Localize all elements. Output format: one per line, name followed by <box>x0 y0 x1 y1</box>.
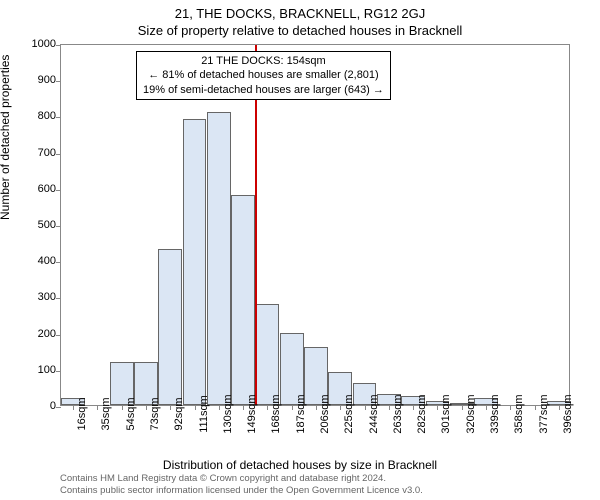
x-tick-label: 244sqm <box>368 394 380 433</box>
x-tick-label: 73sqm <box>149 397 161 430</box>
y-tick-label: 900 <box>16 74 56 86</box>
x-tick-label: 168sqm <box>270 394 282 433</box>
x-tick-label: 396sqm <box>562 394 574 433</box>
y-tick <box>56 45 61 46</box>
x-tick <box>510 405 511 410</box>
x-tick <box>340 405 341 410</box>
x-tick <box>195 405 196 410</box>
y-tick <box>56 298 61 299</box>
x-tick <box>413 405 414 410</box>
annotation-box: 21 THE DOCKS: 154sqm← 81% of detached ho… <box>136 51 391 100</box>
y-tick <box>56 226 61 227</box>
chart-subtitle: Size of property relative to detached ho… <box>0 21 600 38</box>
histogram-bar <box>183 119 207 405</box>
x-tick <box>97 405 98 410</box>
y-tick <box>56 117 61 118</box>
x-tick-label: 92sqm <box>173 397 185 430</box>
x-tick-label: 35sqm <box>100 397 112 430</box>
x-tick-label: 149sqm <box>246 394 258 433</box>
footer-attribution: Contains HM Land Registry data © Crown c… <box>60 473 423 496</box>
x-tick <box>170 405 171 410</box>
y-tick-label: 700 <box>16 147 56 159</box>
x-tick-label: 225sqm <box>343 394 355 433</box>
x-tick-label: 358sqm <box>513 394 525 433</box>
histogram-bar <box>231 195 255 405</box>
y-tick-label: 1000 <box>16 38 56 50</box>
y-tick-label: 600 <box>16 183 56 195</box>
x-tick <box>437 405 438 410</box>
x-tick <box>559 405 560 410</box>
x-tick <box>462 405 463 410</box>
page-title: 21, THE DOCKS, BRACKNELL, RG12 2GJ <box>0 0 600 21</box>
y-tick-label: 500 <box>16 219 56 231</box>
x-tick <box>535 405 536 410</box>
x-tick <box>243 405 244 410</box>
x-tick <box>267 405 268 410</box>
annotation-line-2: ← 81% of detached houses are smaller (2,… <box>143 68 384 82</box>
x-tick-label: 339sqm <box>489 394 501 433</box>
footer-line-1: Contains HM Land Registry data © Crown c… <box>60 473 423 484</box>
x-tick <box>122 405 123 410</box>
y-tick <box>56 81 61 82</box>
y-tick-label: 400 <box>16 255 56 267</box>
x-tick-label: 377sqm <box>538 394 550 433</box>
histogram-chart: 21 THE DOCKS: 154sqm← 81% of detached ho… <box>60 44 570 406</box>
y-tick <box>56 262 61 263</box>
y-tick <box>56 407 61 408</box>
y-tick <box>56 335 61 336</box>
footer-line-2: Contains public sector information licen… <box>60 485 423 496</box>
annotation-line-3: 19% of semi-detached houses are larger (… <box>143 83 384 97</box>
x-tick <box>219 405 220 410</box>
x-tick-label: 54sqm <box>125 397 137 430</box>
y-tick-label: 300 <box>16 291 56 303</box>
histogram-bar <box>207 112 231 405</box>
x-tick-label: 187sqm <box>295 394 307 433</box>
x-tick <box>292 405 293 410</box>
x-tick-label: 111sqm <box>198 395 210 433</box>
x-tick-label: 301sqm <box>440 394 452 433</box>
y-tick <box>56 154 61 155</box>
x-tick-label: 320sqm <box>465 394 477 433</box>
histogram-bar <box>256 304 280 405</box>
x-tick-label: 206sqm <box>319 394 331 433</box>
y-tick <box>56 371 61 372</box>
histogram-bar <box>158 249 182 405</box>
x-tick <box>316 405 317 410</box>
x-tick <box>146 405 147 410</box>
x-axis-label: Distribution of detached houses by size … <box>0 458 600 472</box>
y-tick-label: 0 <box>16 400 56 412</box>
y-tick-label: 100 <box>16 364 56 376</box>
y-tick-label: 800 <box>16 110 56 122</box>
x-tick <box>365 405 366 410</box>
x-tick-label: 282sqm <box>416 394 428 433</box>
x-tick-label: 263sqm <box>392 394 404 433</box>
x-tick <box>73 405 74 410</box>
x-tick-label: 16sqm <box>76 397 88 430</box>
y-axis-label: Number of detached properties <box>0 55 12 220</box>
x-tick <box>389 405 390 410</box>
y-tick-label: 200 <box>16 328 56 340</box>
x-tick <box>486 405 487 410</box>
x-tick-label: 130sqm <box>222 394 234 433</box>
annotation-line-1: 21 THE DOCKS: 154sqm <box>143 54 384 68</box>
y-tick <box>56 190 61 191</box>
